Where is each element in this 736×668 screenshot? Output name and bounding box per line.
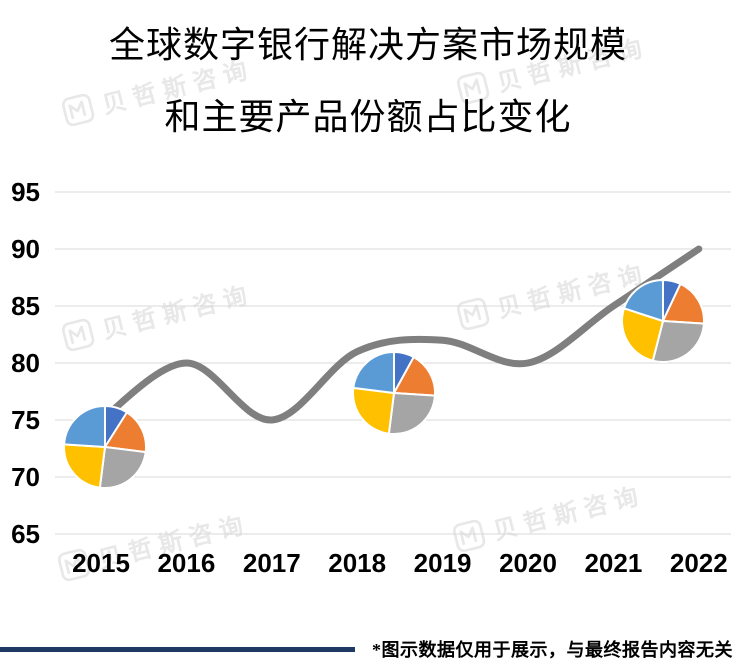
- y-axis-tick-label: 80: [11, 348, 40, 378]
- footnote: *图示数据仅用于展示，与最终报告内容无关: [372, 640, 733, 660]
- chart-title-line-1: 全球数字银行解决方案市场规模: [108, 25, 627, 65]
- y-axis-tick-label: 65: [11, 519, 40, 549]
- x-axis-tick-label: 2016: [157, 548, 215, 578]
- x-axis-tick-label: 2022: [670, 548, 728, 578]
- pie-slice: [351, 386, 395, 435]
- bezes-logo-icon: [452, 519, 486, 552]
- watermark: 贝哲斯咨询: [54, 504, 253, 585]
- x-axis-tick-label: 2017: [243, 548, 301, 578]
- bezes-logo-icon: [57, 548, 91, 581]
- bezes-logo-icon: [456, 71, 490, 104]
- y-axis-tick-label: 75: [11, 405, 40, 435]
- pie-slice: [651, 320, 705, 363]
- y-axis-tick-label: 95: [11, 177, 40, 207]
- x-axis-tick-label: 2015: [72, 548, 130, 578]
- pie-slice: [98, 446, 147, 490]
- pie-2021: [621, 279, 705, 363]
- pie-2015: [63, 405, 148, 490]
- watermark: 贝哲斯咨询: [58, 274, 257, 355]
- watermark: 贝哲斯咨询: [58, 49, 257, 130]
- bezes-logo-icon: [456, 297, 490, 330]
- pie-slice: [662, 282, 705, 325]
- watermark: 贝哲斯咨询: [449, 475, 648, 556]
- pie-slice: [623, 279, 664, 322]
- x-axis-tick-label: 2020: [499, 548, 557, 578]
- x-axis-tick-label: 2021: [584, 548, 642, 578]
- x-axis-tick-label: 2018: [328, 548, 386, 578]
- y-axis-tick-label: 85: [11, 291, 40, 321]
- market-size-line: [97, 245, 703, 424]
- watermark: 贝哲斯咨询: [453, 253, 652, 334]
- pie-slice: [621, 307, 664, 362]
- footer-rule: [0, 647, 355, 652]
- x-axis-tick-label: 2019: [414, 548, 472, 578]
- pie-slice: [352, 351, 395, 394]
- pie-slice: [63, 443, 106, 489]
- y-axis-tick-label: 70: [11, 462, 40, 492]
- y-axis-tick-label: 90: [11, 234, 40, 264]
- bezes-logo-icon: [61, 93, 95, 126]
- watermark: 贝哲斯咨询: [453, 27, 652, 108]
- pie-slice: [387, 392, 436, 436]
- bezes-logo-icon: [61, 318, 95, 351]
- pie-slice: [63, 405, 106, 448]
- pie-2018: [351, 351, 436, 436]
- chart-title-line-2: 和主要产品份额占比变化: [164, 97, 572, 137]
